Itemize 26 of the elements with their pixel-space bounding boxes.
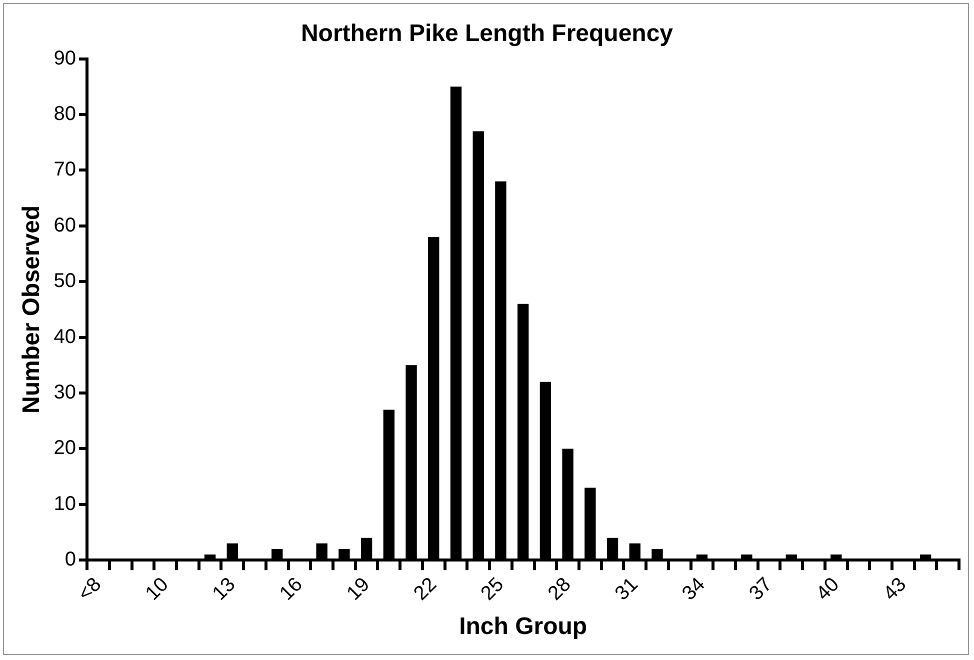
y-tick-label: 60 [54,214,76,236]
y-axis-title: Number Observed [18,205,46,414]
x-tick-label: <8 [74,573,106,606]
x-tick-label: 10 [141,573,173,605]
x-tick-label: 28 [544,573,576,605]
y-tick-label: 70 [54,158,76,181]
x-tick-label: 37 [745,573,776,605]
x-tick-label: 25 [476,573,508,605]
y-tick-label: 50 [54,270,76,292]
y-tick-label: 90 [54,47,76,70]
y-tick-label: 20 [54,437,76,460]
x-tick-label: 43 [879,573,911,605]
x-tick-label: 31 [611,573,642,605]
y-tick-label: 40 [54,326,76,348]
y-tick-label: 80 [54,103,76,126]
y-tick-label: 0 [64,548,76,571]
x-tick-label: 40 [812,573,844,605]
y-tick-label: 30 [54,382,76,404]
x-tick-label: 19 [342,573,374,605]
x-tick-label: 22 [410,573,442,605]
x-axis-title: Inch Group [459,613,588,640]
x-tick-label: 13 [208,573,240,605]
x-tick-label: 34 [678,573,710,605]
x-tick-label: 16 [276,573,307,605]
y-tick-label: 10 [54,492,76,515]
chart-title: Northern Pike Length Frequency [300,20,674,48]
